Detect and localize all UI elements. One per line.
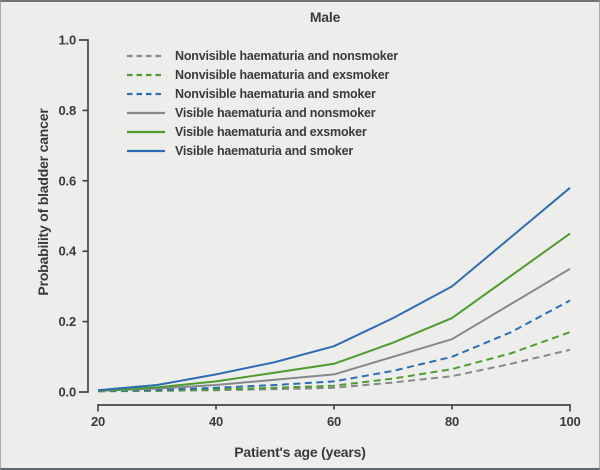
y-tick-label: 0.8 [59, 103, 76, 118]
x-tick-label: 80 [445, 414, 459, 429]
legend-label: Visible haematuria and nonsmoker [175, 105, 376, 120]
y-tick-label: 1.0 [59, 33, 76, 48]
series-line-visible-haematuria-and-smoker [97, 187, 571, 392]
legend-swatch-solid-line [127, 149, 165, 152]
legend-item: Visible haematuria and exsmoker [126, 122, 398, 141]
series-line-visible-haematuria-and-nonsmoker [97, 267, 571, 392]
legend-item: Nonvisible haematuria and exsmoker [126, 65, 398, 84]
legend-item: Visible haematuria and smoker [126, 141, 398, 160]
y-tick-label: 0.6 [59, 173, 76, 188]
series-line-visible-haematuria-and-exsmoker [97, 232, 571, 392]
x-axis-label: Patient's age (years) [234, 444, 366, 460]
legend: Nonvisible haematuria and nonsmoker Nonvi… [126, 46, 398, 160]
y-axis-line [79, 39, 89, 393]
legend-item: Visible haematuria and nonsmoker [126, 103, 398, 122]
series-line-nonvisible-haematuria-and-smoker [97, 299, 571, 392]
legend-swatch-dashed-line [127, 73, 165, 76]
x-tick-label: 100 [559, 414, 580, 429]
legend-label: Visible haematuria and smoker [175, 143, 354, 158]
y-tick-label: 0.4 [59, 244, 77, 259]
series-line-nonvisible-haematuria-and-exsmoker [97, 331, 571, 393]
legend-label: Nonvisible haematuria and exsmoker [175, 67, 390, 82]
series-line-nonvisible-haematuria-and-nonsmoker [97, 348, 571, 393]
legend-label: Nonvisible haematuria and smoker [175, 86, 376, 101]
x-tick-label: 60 [327, 414, 341, 429]
legend-swatch-dashed-line [127, 92, 165, 95]
legend-item: Nonvisible haematuria and smoker [126, 84, 398, 103]
y-tick-label: 0.2 [59, 314, 76, 329]
legend-label: Nonvisible haematuria and nonsmoker [175, 48, 398, 63]
legend-swatch-solid-line [127, 111, 165, 114]
x-tick-label: 40 [209, 414, 223, 429]
legend-swatch-dashed-line [127, 54, 165, 57]
legend-swatch-solid-line [127, 130, 165, 133]
legend-item: Nonvisible haematuria and nonsmoker [126, 46, 398, 65]
y-tick-label: 0.0 [59, 385, 76, 400]
legend-label: Visible haematuria and exsmoker [175, 124, 367, 139]
x-tick-label: 20 [91, 414, 105, 429]
chart-title: Male [309, 9, 341, 25]
